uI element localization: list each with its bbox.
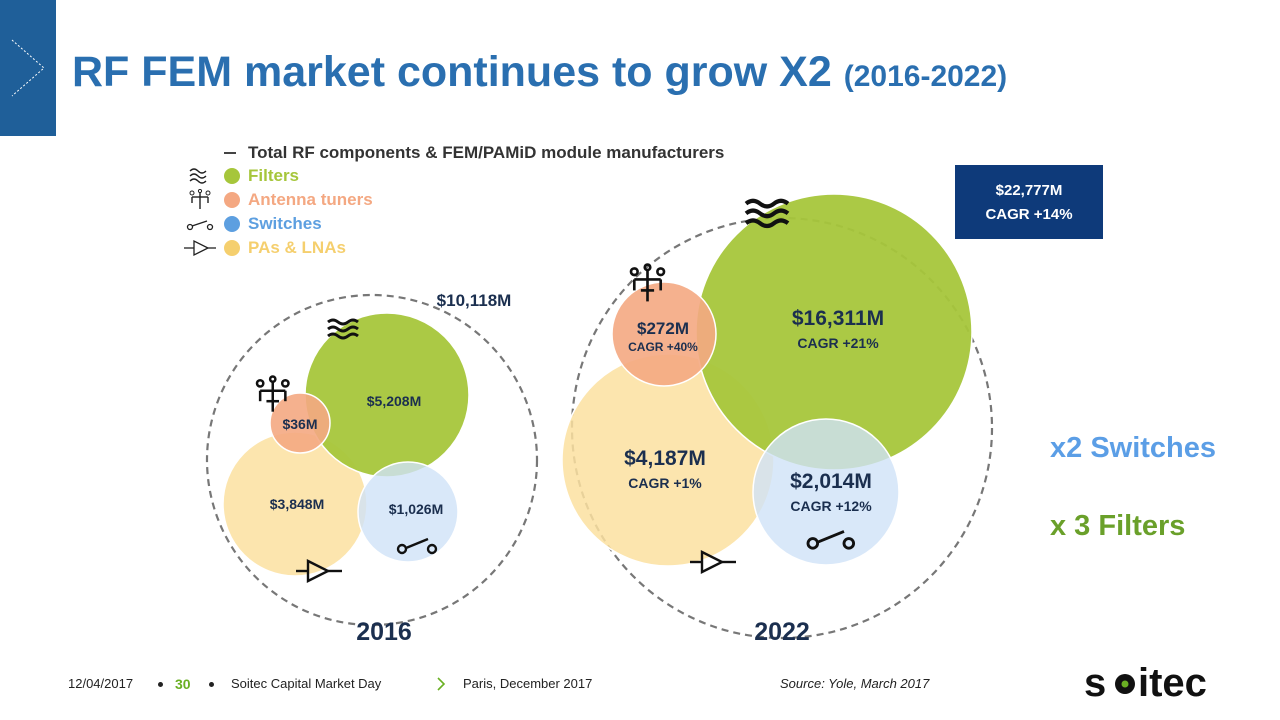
legend-label-switches: Switches <box>248 214 322 233</box>
footer-event: Soitec Capital Market Day <box>231 676 382 691</box>
footer-separator <box>158 682 163 687</box>
legend-dash-marker <box>224 152 236 154</box>
legend-label-total: Total RF components & FEM/PAMiD module m… <box>248 143 725 162</box>
bubble-antenna-2016 <box>269 392 331 454</box>
title-main: RF FEM market continues to grow X2 <box>72 48 832 96</box>
chart-legend: Total RF components & FEM/PAMiD module m… <box>182 142 822 260</box>
value-label-switches-2016: $1,026M <box>389 501 443 517</box>
corner-accent <box>0 0 56 136</box>
filter-icon <box>189 168 207 184</box>
legend-label-antenna: Antenna tuners <box>248 190 373 209</box>
legend-label-filters: Filters <box>248 166 300 185</box>
legend-row-antenna: Antenna tuners <box>182 189 482 211</box>
switches-callout: x2 Switches <box>1050 432 1217 464</box>
chevron-right-icon <box>436 674 446 700</box>
legend-marker-pas <box>224 240 240 256</box>
footer: 12/04/2017 30 Soitec Capital Market Day … <box>68 674 968 694</box>
value-label-switches-2022: $2,014M <box>790 470 872 493</box>
amplifier-icon <box>296 559 342 583</box>
legend-marker-switches <box>224 216 240 232</box>
antenna-icon <box>629 263 666 302</box>
legend-marker-filters <box>224 168 240 184</box>
switch-icon <box>396 537 438 555</box>
title-sub: (2016-2022) <box>843 60 1008 93</box>
legend-row-pas: PAs & LNAs <box>182 237 482 259</box>
value-label-antenna-2016: $36M <box>282 416 317 432</box>
bubble-switches-2016 <box>357 461 459 563</box>
cagr-label-switches-2022: CAGR +12% <box>790 498 872 514</box>
value-label-filters-2016: $5,208M <box>367 393 421 409</box>
slide-title: RF FEM market continues to grow X2 (2016… <box>72 48 1007 101</box>
amplifier-icon <box>690 550 736 574</box>
antenna-icon <box>189 189 211 209</box>
antenna-icon <box>255 375 290 412</box>
filters-callout: x 3 Filters <box>1050 510 1186 542</box>
soitec-logo: s itec <box>1084 661 1207 705</box>
year-label-2016: 2016 <box>356 618 412 646</box>
cagr-label-filters-2022: CAGR +21% <box>797 335 879 351</box>
cagr-label-pas-2022: CAGR +1% <box>628 475 702 491</box>
total-outline-2016 <box>205 293 539 627</box>
footer-page-number: 30 <box>175 676 191 692</box>
legend-marker-antenna <box>224 192 240 208</box>
legend-row-switches: Switches <box>182 213 482 235</box>
value-label-pas-2016: $3,848M <box>270 496 324 512</box>
legend-row-filters: Filters <box>182 165 482 187</box>
legend-label-pas: PAs & LNAs <box>248 238 346 257</box>
value-label-pas-2022: $4,187M <box>624 447 706 470</box>
footer-location: Paris, December 2017 <box>463 676 593 691</box>
footer-source: Source: Yole, March 2017 <box>780 676 930 691</box>
switch-icon <box>806 530 856 550</box>
value-label-antenna-2022: $272M <box>637 319 689 338</box>
footer-separator <box>209 682 214 687</box>
bubble-antenna-2022 <box>611 281 717 387</box>
value-label-filters-2022: $16,311M <box>792 307 884 330</box>
filter-icon <box>744 198 790 229</box>
switch-icon <box>186 220 214 231</box>
filter-icon <box>327 318 359 340</box>
total-2022-value: $22,777M <box>995 182 1063 199</box>
year-label-2022: 2022 <box>754 618 810 646</box>
bubble-switches-2022 <box>752 418 900 566</box>
legend-row-total: Total RF components & FEM/PAMiD module m… <box>182 142 822 164</box>
amplifier-icon <box>184 239 216 257</box>
total-2022-cagr: CAGR +14% <box>985 206 1073 223</box>
cagr-label-antenna-2022: CAGR +40% <box>628 340 698 354</box>
svg-text:s: s <box>1084 661 1106 705</box>
svg-text:itec: itec <box>1138 661 1207 705</box>
total-2022-box: $22,777M CAGR +14% <box>955 165 1103 239</box>
footer-date: 12/04/2017 <box>68 676 134 691</box>
total-label-2016: $10,118M <box>437 291 512 310</box>
